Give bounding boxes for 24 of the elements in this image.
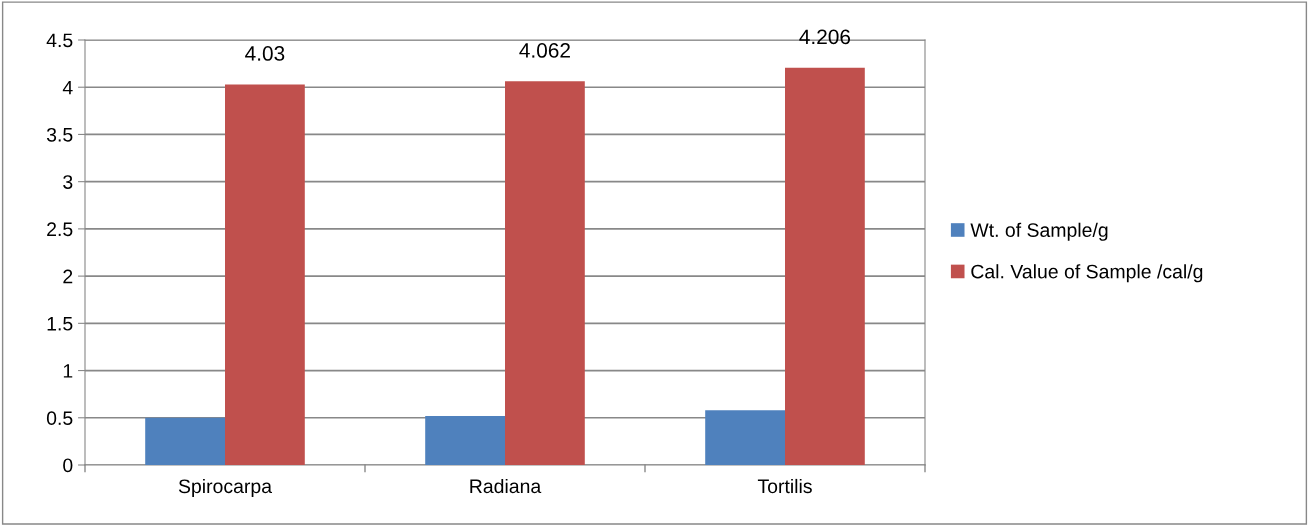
y-tick-label: 2.5 (47, 222, 73, 237)
y-tick-label: 3.5 (46, 127, 73, 142)
data-label: 4.03 (245, 46, 285, 61)
y-tick-label: 0 (63, 458, 73, 473)
x-tick-label: Tortilis (757, 478, 812, 494)
bar (785, 67, 865, 465)
x-tick-label: Spirocarpa (178, 478, 273, 498)
legend-label: Cal. Value of Sample /cal/g (971, 264, 1203, 283)
y-tick-label: 2 (63, 269, 73, 284)
data-label: 4.062 (519, 43, 570, 58)
y-tick-label: 1 (63, 364, 73, 378)
bar (225, 84, 305, 465)
bar (705, 410, 785, 465)
x-tick-label: Radiana (470, 478, 542, 494)
y-tick-label: 1.5 (47, 317, 73, 331)
data-label: 4.206 (799, 29, 851, 45)
bar (145, 417, 225, 465)
y-tick-label: 4 (62, 80, 73, 95)
bar (425, 415, 505, 465)
bar (505, 81, 585, 465)
y-tick-label: 4.5 (46, 33, 73, 48)
y-tick-label: 3 (63, 175, 73, 189)
y-tick-label: 0.5 (46, 411, 73, 426)
legend-label: Wt. of Sample/g (970, 222, 1108, 241)
